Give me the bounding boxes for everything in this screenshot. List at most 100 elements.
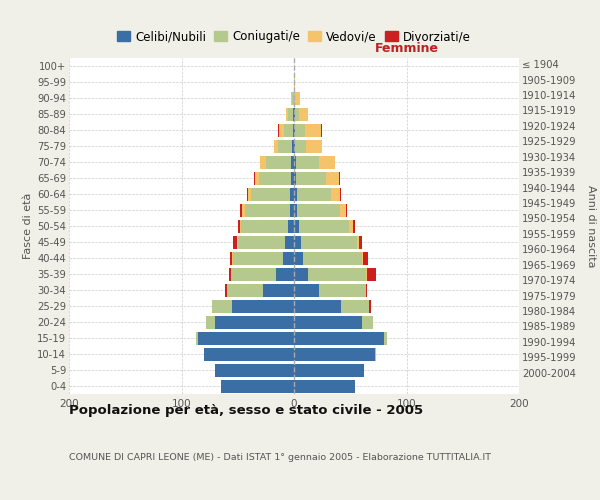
- Bar: [284, 124, 293, 136]
- Bar: [221, 380, 294, 392]
- Bar: [274, 140, 278, 152]
- Bar: [294, 236, 301, 248]
- Bar: [325, 172, 339, 184]
- Bar: [359, 236, 361, 248]
- Bar: [292, 92, 294, 104]
- Bar: [231, 268, 276, 280]
- Bar: [294, 284, 319, 296]
- Bar: [294, 380, 355, 392]
- Bar: [295, 92, 299, 104]
- Bar: [357, 236, 359, 248]
- Bar: [286, 108, 289, 120]
- Bar: [238, 236, 285, 248]
- Bar: [361, 316, 373, 328]
- Bar: [375, 348, 376, 360]
- Bar: [289, 220, 294, 232]
- Bar: [238, 220, 240, 232]
- Bar: [295, 108, 299, 120]
- Bar: [232, 252, 233, 264]
- Bar: [294, 156, 296, 168]
- Bar: [283, 252, 294, 264]
- Bar: [215, 316, 294, 328]
- Bar: [290, 156, 294, 168]
- Bar: [294, 108, 295, 120]
- Bar: [215, 364, 294, 376]
- Bar: [349, 220, 353, 232]
- Text: Femmine: Femmine: [374, 42, 439, 55]
- Bar: [294, 204, 298, 216]
- Bar: [295, 124, 305, 136]
- Bar: [242, 204, 245, 216]
- Bar: [299, 220, 349, 232]
- Bar: [292, 140, 294, 152]
- Bar: [370, 300, 371, 312]
- Bar: [294, 252, 303, 264]
- Bar: [266, 156, 290, 168]
- Bar: [366, 268, 367, 280]
- Bar: [251, 188, 290, 200]
- Bar: [295, 140, 307, 152]
- Bar: [299, 108, 308, 120]
- Bar: [294, 348, 375, 360]
- Bar: [346, 204, 347, 216]
- Bar: [294, 92, 295, 104]
- Bar: [212, 300, 232, 312]
- Bar: [290, 172, 294, 184]
- Bar: [227, 284, 263, 296]
- Bar: [319, 156, 335, 168]
- Bar: [293, 124, 294, 136]
- Bar: [294, 140, 295, 152]
- Bar: [331, 188, 340, 200]
- Bar: [340, 188, 341, 200]
- Bar: [339, 172, 340, 184]
- Bar: [290, 188, 294, 200]
- Bar: [260, 156, 266, 168]
- Bar: [341, 300, 370, 312]
- Text: COMUNE DI CAPRI LEONE (ME) - Dati ISTAT 1° gennaio 2005 - Elaborazione TUTTITALI: COMUNE DI CAPRI LEONE (ME) - Dati ISTAT …: [69, 452, 491, 462]
- Bar: [233, 252, 283, 264]
- Bar: [199, 332, 294, 344]
- Bar: [294, 332, 384, 344]
- Bar: [241, 220, 289, 232]
- Bar: [319, 284, 366, 296]
- Bar: [290, 204, 294, 216]
- Bar: [384, 332, 388, 344]
- Bar: [278, 124, 280, 136]
- Bar: [298, 204, 340, 216]
- Bar: [294, 364, 364, 376]
- Bar: [226, 284, 227, 296]
- Bar: [308, 268, 366, 280]
- Bar: [294, 172, 296, 184]
- Bar: [294, 268, 308, 280]
- Bar: [362, 252, 368, 264]
- Bar: [294, 220, 299, 232]
- Bar: [259, 172, 290, 184]
- Bar: [229, 268, 231, 280]
- Bar: [204, 348, 294, 360]
- Bar: [294, 300, 341, 312]
- Bar: [232, 300, 294, 312]
- Bar: [294, 124, 295, 136]
- Bar: [303, 252, 361, 264]
- Bar: [290, 92, 292, 104]
- Legend: Celibi/Nubili, Coniugati/e, Vedovi/e, Divorziati/e: Celibi/Nubili, Coniugati/e, Vedovi/e, Di…: [113, 26, 475, 48]
- Bar: [196, 332, 199, 344]
- Bar: [280, 124, 284, 136]
- Bar: [353, 220, 355, 232]
- Bar: [361, 252, 362, 264]
- Bar: [278, 140, 292, 152]
- Bar: [240, 204, 242, 216]
- Bar: [247, 188, 248, 200]
- Bar: [240, 220, 241, 232]
- Bar: [294, 188, 298, 200]
- Bar: [233, 236, 236, 248]
- Bar: [230, 252, 232, 264]
- Bar: [293, 108, 294, 120]
- Bar: [236, 236, 238, 248]
- Bar: [285, 236, 294, 248]
- Bar: [206, 316, 215, 328]
- Bar: [294, 316, 361, 328]
- Bar: [305, 124, 321, 136]
- Bar: [289, 108, 293, 120]
- Bar: [254, 172, 259, 184]
